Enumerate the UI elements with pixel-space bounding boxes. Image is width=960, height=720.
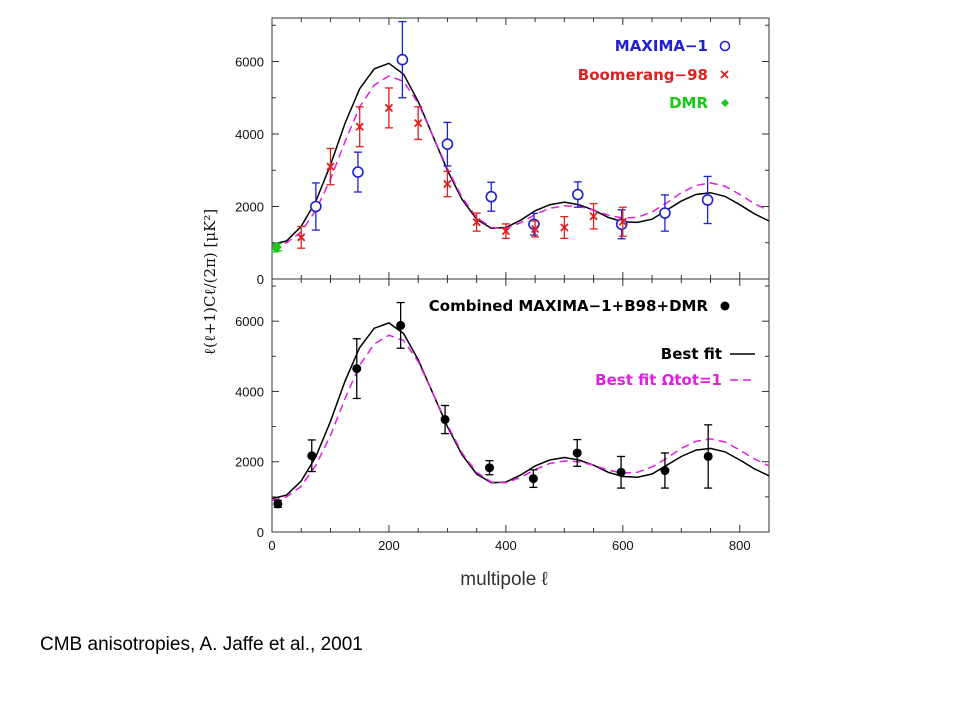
combined-point — [273, 499, 283, 509]
boomerang-point — [618, 217, 627, 226]
x-tick-label: 400 — [495, 538, 517, 553]
y-tick-label: 0 — [257, 272, 264, 287]
legend-maxima-marker — [719, 40, 731, 52]
curve-best-fit — [271, 62, 770, 246]
boomerang-point — [414, 118, 423, 128]
legend-combined-label: Combined MAXIMA−1+B98+DMR — [429, 297, 709, 315]
legend-dmr-label: DMR — [669, 94, 708, 112]
legend-boomerang-label: Boomerang−98 — [578, 66, 708, 84]
boomerang-point — [355, 122, 364, 131]
maxima-point — [701, 194, 714, 206]
maxima-point — [572, 188, 584, 201]
combined-point — [485, 463, 495, 473]
legend-dmr-marker — [721, 99, 729, 107]
boomerang-point — [384, 103, 394, 113]
boomerang-point — [297, 233, 306, 242]
x-tick-label: 0 — [268, 538, 275, 553]
combined-point — [440, 415, 450, 425]
boomerang-point — [530, 224, 540, 234]
x-tick-label: 800 — [729, 538, 751, 553]
y-tick-label: 4000 — [235, 127, 264, 142]
x-axis-label: multipole ℓ — [460, 569, 547, 590]
curve-best-fit-omega — [271, 75, 770, 248]
legend-combined-marker — [720, 301, 730, 311]
x-tick-label: 200 — [378, 538, 400, 553]
y-tick-label: 4000 — [235, 384, 264, 399]
legend-maxima-label: MAXIMA−1 — [615, 37, 708, 55]
x-tick-label: 600 — [612, 538, 634, 553]
combined-point — [307, 451, 317, 461]
y-tick-label: 0 — [257, 525, 264, 540]
maxima-point — [441, 138, 454, 150]
boomerang-point — [472, 217, 481, 227]
combined-point — [396, 320, 406, 330]
boomerang-point — [589, 212, 598, 221]
maxima-point — [615, 218, 628, 231]
maxima-point — [352, 166, 364, 178]
boomerang-point — [443, 179, 452, 189]
y-tick-label: 2000 — [235, 455, 264, 470]
maxima-point — [485, 190, 498, 203]
maxima-point — [396, 53, 409, 66]
combined-point — [572, 448, 582, 458]
chart-marks: 0 2000 4000 6000 0 2000 4000 6000 0 200 400 600 800 — [235, 18, 770, 553]
caption: CMB anisotropies, A. Jaffe et al., 2001 — [40, 634, 363, 655]
legend-boomerang-marker — [720, 70, 729, 79]
legend-best-fit-omega-label: Best fit Ωtot=1 — [595, 371, 722, 389]
y-axis-label: ℓ(ℓ+1)Cℓ/(2π) [μK²] — [201, 209, 219, 355]
y-tick-label: 6000 — [235, 314, 264, 329]
legend-best-fit-label: Best fit — [661, 345, 722, 363]
curve-best-fit-omega — [271, 334, 770, 502]
y-tick-label: 2000 — [235, 200, 264, 215]
maxima-point — [310, 200, 322, 213]
dmr-point — [273, 243, 282, 252]
boomerang-point — [560, 223, 569, 232]
combined-point — [703, 451, 713, 461]
boomerang-point — [501, 227, 511, 236]
bottom-panel-frame — [271, 278, 770, 533]
y-tick-label: 6000 — [235, 55, 264, 70]
combined-point — [528, 474, 538, 484]
combined-point — [352, 364, 362, 374]
combined-point — [660, 466, 670, 476]
boomerang-point — [326, 162, 335, 171]
curve-best-fit — [271, 322, 770, 500]
maxima-point — [659, 207, 671, 219]
combined-point — [616, 467, 626, 477]
